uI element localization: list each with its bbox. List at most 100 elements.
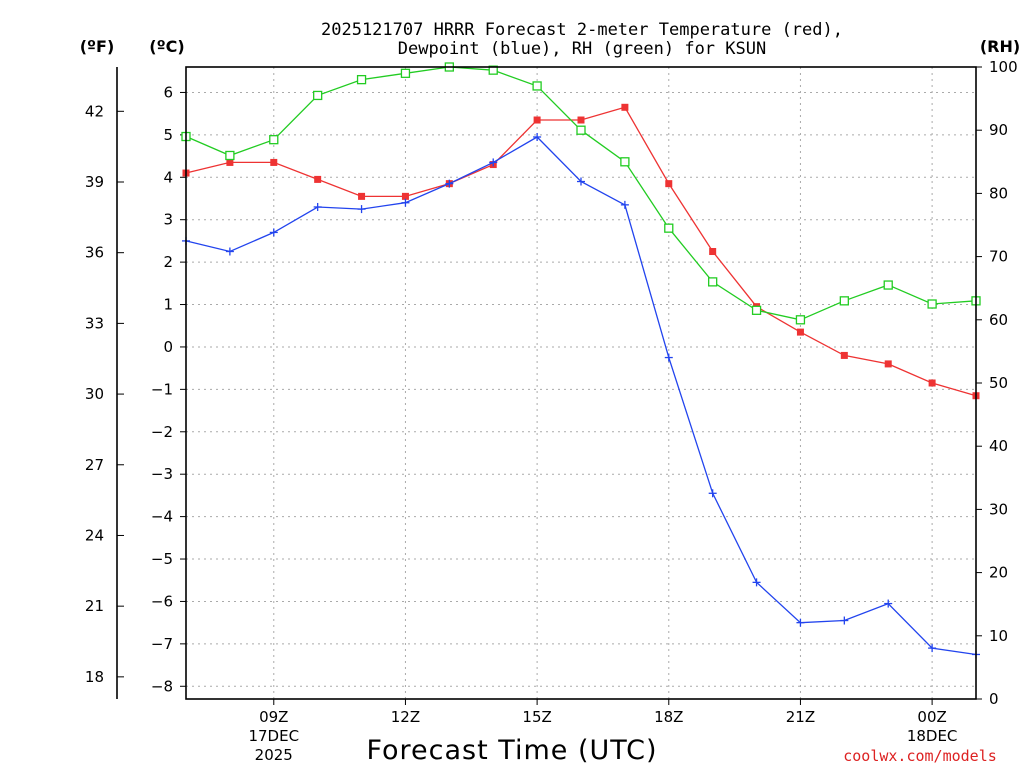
rh-point bbox=[313, 90, 323, 101]
rh-tick-label: 30 bbox=[989, 500, 1008, 518]
rh-tick-label: 50 bbox=[989, 374, 1008, 392]
c-tick-label: −6 bbox=[151, 592, 173, 610]
rh-point bbox=[664, 223, 674, 233]
temperature-point bbox=[577, 116, 585, 124]
temperature-point bbox=[709, 248, 717, 256]
rh-tick-label: 0 bbox=[989, 690, 999, 708]
x-tick-label: 18Z bbox=[654, 708, 683, 726]
rh-point bbox=[488, 65, 498, 75]
dewpoint-point bbox=[664, 353, 673, 362]
rh-point bbox=[225, 150, 235, 161]
x-tick-label: 09Z bbox=[259, 708, 288, 726]
x-tick-label: 00Z bbox=[917, 708, 946, 726]
rh-point bbox=[269, 135, 279, 145]
dewpoint-point bbox=[884, 599, 893, 608]
f-tick-label: 42 bbox=[85, 102, 104, 120]
rh-point bbox=[839, 296, 849, 306]
rh-point bbox=[927, 299, 937, 309]
dewpoint-point bbox=[445, 179, 454, 188]
c-tick-label: −7 bbox=[151, 635, 173, 653]
dewpoint-point bbox=[708, 489, 717, 498]
dewpoint-point bbox=[533, 132, 542, 141]
temperature-point bbox=[401, 192, 409, 200]
c-tick-label: 2 bbox=[163, 253, 173, 271]
dewpoint-point bbox=[796, 618, 805, 627]
f-tick-label: 21 bbox=[85, 597, 104, 615]
dewpoint-point bbox=[313, 202, 322, 211]
x-tick-date-label: 17DEC bbox=[248, 727, 299, 745]
temperature-point bbox=[796, 328, 804, 336]
dewpoint-point bbox=[620, 200, 629, 209]
dewpoint-point bbox=[401, 198, 410, 207]
celsius-axis: 6 5 4 3 2 1 0 −1 −2 −3 −4 −5 −6 −7 −8 bbox=[151, 83, 186, 695]
fahrenheit-axis: 42 39 36 33 30 27 24 21 18 bbox=[85, 67, 124, 699]
dewpoint-line bbox=[185, 136, 977, 656]
rh-point bbox=[620, 157, 630, 167]
x-axis-title: Forecast Time (UTC) bbox=[366, 735, 657, 766]
c-tick-label: −3 bbox=[151, 465, 173, 483]
dewpoint-point bbox=[225, 247, 234, 256]
temperature-point bbox=[314, 175, 322, 183]
f-tick-label: 18 bbox=[85, 668, 104, 686]
c-tick-label: −8 bbox=[151, 677, 173, 695]
f-tick-label: 30 bbox=[85, 385, 104, 403]
rh-unit-label: (RH) bbox=[980, 37, 1020, 56]
rh-point bbox=[576, 125, 586, 135]
chart-title-line2: Dewpoint (blue), RH (green) for KSUN bbox=[398, 39, 766, 59]
f-tick-label: 24 bbox=[85, 526, 104, 544]
x-tick-date-label: 18DEC bbox=[907, 727, 958, 745]
f-tick-label: 27 bbox=[85, 456, 104, 474]
f-tick-label: 33 bbox=[85, 314, 104, 332]
dewpoint-point bbox=[269, 228, 278, 237]
rh-tick-label: 40 bbox=[989, 437, 1008, 455]
x-tick-label: 15Z bbox=[522, 708, 551, 726]
temperature-line bbox=[185, 106, 977, 397]
dewpoint-point bbox=[752, 578, 761, 587]
temperature-point bbox=[270, 158, 278, 166]
c-tick-label: −2 bbox=[151, 423, 173, 441]
x-tick-label: 12Z bbox=[391, 708, 420, 726]
temperature-point bbox=[226, 158, 234, 166]
f-tick-label: 39 bbox=[85, 173, 104, 191]
c-tick-label: 6 bbox=[163, 83, 173, 101]
dewpoint-point bbox=[577, 177, 585, 186]
temperature-point bbox=[621, 103, 629, 111]
grid-lines bbox=[186, 67, 976, 699]
rh-tick-label: 10 bbox=[989, 627, 1008, 645]
x-tick-label: 21Z bbox=[786, 708, 815, 726]
rh-tick-label: 90 bbox=[989, 121, 1008, 139]
dewpoint-point bbox=[489, 158, 498, 167]
c-tick-label: −4 bbox=[151, 508, 173, 526]
rh-point bbox=[708, 277, 718, 287]
dewpoint-point bbox=[840, 616, 849, 625]
c-tick-label: 0 bbox=[163, 338, 173, 356]
plot-frame bbox=[185, 66, 977, 700]
rh-tick-label: 20 bbox=[989, 564, 1008, 582]
c-tick-label: 3 bbox=[163, 211, 173, 229]
c-tick-label: −5 bbox=[151, 550, 173, 568]
data-series bbox=[181, 62, 981, 659]
c-tick-label: 1 bbox=[163, 296, 173, 314]
celsius-unit-label: (ºC) bbox=[149, 37, 184, 56]
temperature-point bbox=[884, 360, 892, 368]
rh-point bbox=[400, 68, 411, 78]
credit-text: coolwx.com/models bbox=[843, 747, 997, 765]
temperature-point bbox=[665, 180, 673, 188]
rh-tick-label: 100 bbox=[989, 58, 1018, 76]
chart-title-line1: 2025121707 HRRR Forecast 2-meter Tempera… bbox=[321, 20, 843, 40]
temperature-point bbox=[533, 116, 541, 124]
temperature-point bbox=[928, 379, 936, 387]
c-tick-label: −1 bbox=[151, 380, 173, 398]
fahrenheit-unit-label: (ºF) bbox=[80, 37, 115, 56]
rh-tick-label: 60 bbox=[989, 311, 1008, 329]
dewpoint-point bbox=[357, 205, 366, 214]
temperature-point bbox=[840, 351, 848, 359]
rh-point bbox=[795, 315, 806, 325]
rh-point bbox=[532, 81, 542, 91]
rh-tick-label: 80 bbox=[989, 184, 1008, 202]
rh-point bbox=[356, 74, 367, 85]
c-tick-label: 4 bbox=[163, 168, 173, 186]
